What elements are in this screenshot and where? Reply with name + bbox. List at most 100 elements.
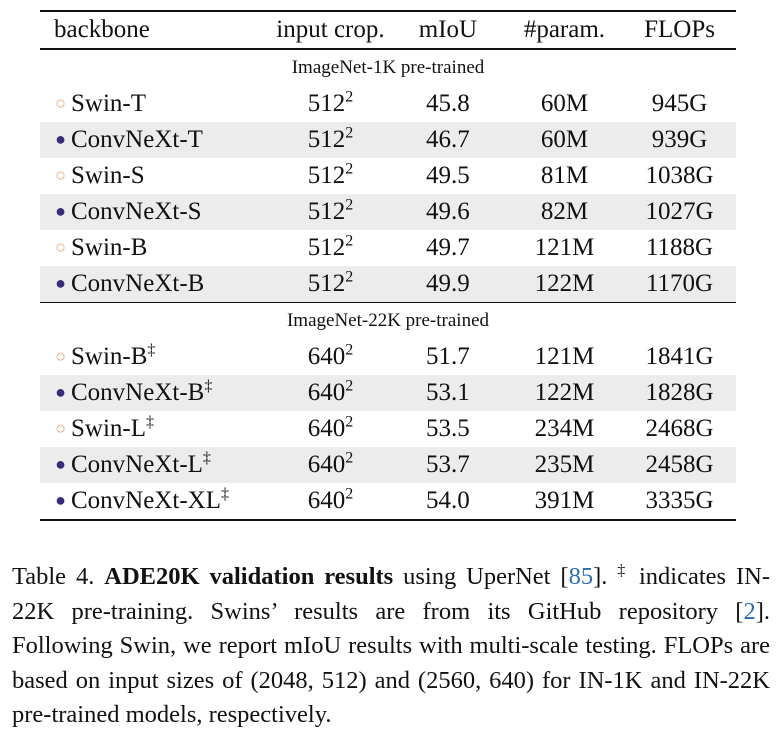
- backbone-cell: ○ Swin-B‡: [40, 339, 271, 375]
- miou-cell: 49.5: [426, 162, 470, 189]
- params-cell: 81M: [540, 162, 589, 189]
- caption-text-2: ].: [593, 563, 618, 590]
- group-label-row: ImageNet-22K pre-trained: [40, 302, 736, 339]
- params-cell: 122M: [505, 266, 624, 303]
- backbone-name: ConvNeXt-XL: [71, 487, 221, 514]
- open-circle-icon: ○: [55, 165, 66, 185]
- crop-value: 512: [307, 198, 346, 225]
- params-cell: 235M: [505, 447, 624, 483]
- flops-cell: 945G: [651, 90, 708, 117]
- params-cell: 391M: [534, 487, 595, 514]
- crop-exponent: 2: [345, 196, 354, 214]
- dagger-mark: ‡: [146, 413, 154, 431]
- dagger-mark: ‡: [220, 485, 229, 503]
- backbone-name: ConvNeXt-T: [71, 126, 203, 153]
- miou-cell: 46.7: [390, 122, 506, 158]
- filled-circle-icon: ●: [55, 490, 66, 510]
- backbone-cell: ● ConvNeXt-B: [40, 266, 271, 303]
- miou-cell: 45.8: [426, 90, 470, 117]
- flops-cell: 3335G: [645, 487, 714, 514]
- backbone-cell: ○ Swin-S: [40, 158, 271, 194]
- backbone-cell: ○ Swin-T: [40, 86, 271, 122]
- flops-cell: 2458G: [623, 447, 736, 483]
- miou-cell: 51.7: [426, 343, 470, 370]
- table-row: ○ Swin-B 5122 49.7 121M 1188G: [40, 230, 736, 266]
- crop-value: 640: [307, 379, 346, 406]
- crop-exponent: 2: [345, 341, 354, 359]
- dagger-mark: ‡: [202, 449, 211, 467]
- miou-cell: 49.9: [390, 266, 506, 303]
- table-body: ImageNet-1K pre-trained ○ Swin-T 5122 45.8 60…: [40, 49, 736, 520]
- crop-exponent: 2: [345, 377, 354, 395]
- flops-cell: 939G: [623, 122, 736, 158]
- table-row: ● ConvNeXt-B‡ 6402 53.1 122M 1828G: [40, 375, 736, 411]
- input-crop-cell: 6402: [271, 411, 390, 447]
- table-row: ● ConvNeXt-L‡ 6402 53.7 235M 2458G: [40, 447, 736, 483]
- input-crop-cell: 6402: [270, 375, 391, 411]
- crop-value: 512: [307, 270, 346, 297]
- params-cell: 60M: [540, 90, 589, 117]
- citation-link-2[interactable]: 2: [743, 597, 756, 625]
- input-crop-cell: 5122: [271, 230, 390, 266]
- crop-value: 512: [307, 126, 346, 153]
- dagger-mark: ‡: [147, 341, 156, 359]
- flops-cell: 1188G: [645, 234, 714, 261]
- table-row: ○ Swin-T 5122 45.8 60M 945G: [40, 86, 736, 122]
- open-circle-icon: ○: [55, 93, 66, 113]
- params-cell: 121M: [534, 234, 595, 261]
- crop-exponent: 2: [345, 268, 354, 286]
- crop-exponent: 2: [345, 124, 354, 142]
- backbone-name: Swin-T: [71, 90, 146, 117]
- flops-cell: 1170G: [623, 266, 736, 303]
- caption-text-1: using UperNet [: [393, 563, 569, 590]
- miou-cell: 53.5: [426, 415, 470, 442]
- input-crop-cell: 6402: [270, 447, 391, 483]
- backbone-name: Swin-B: [71, 343, 148, 370]
- crop-exponent: 2: [345, 160, 354, 178]
- table-row: ● ConvNeXt-XL‡ 6402 54.0 391M 3335G: [40, 483, 736, 520]
- params-cell: 122M: [505, 375, 624, 411]
- citation-link-85[interactable]: 85: [568, 563, 594, 590]
- table-row: ○ Swin-S 5122 49.5 81M 1038G: [40, 158, 736, 194]
- flops-cell: 2468G: [645, 415, 714, 442]
- input-crop-cell: 5122: [271, 158, 390, 194]
- params-cell: 60M: [505, 122, 624, 158]
- open-circle-icon: ○: [55, 237, 66, 257]
- params-cell: 82M: [505, 194, 624, 230]
- input-crop-cell: 5122: [271, 86, 390, 122]
- table-row: ● ConvNeXt-S 5122 49.6 82M 1027G: [40, 194, 736, 230]
- input-crop-cell: 6402: [271, 339, 390, 375]
- caption-title: ADE20K validation results: [104, 563, 394, 590]
- results-table-container: backbone input crop. mIoU #param. FLOPs …: [40, 10, 736, 521]
- input-crop-cell: 5122: [270, 194, 391, 230]
- crop-exponent: 2: [345, 88, 354, 106]
- crop-value: 512: [307, 162, 346, 189]
- backbone-cell: ○ Swin-L‡: [40, 411, 271, 447]
- backbone-name: ConvNeXt-B: [71, 379, 205, 406]
- filled-circle-icon: ●: [55, 129, 66, 149]
- backbone-cell: ● ConvNeXt-B‡: [40, 375, 271, 411]
- group-label: ImageNet-22K pre-trained: [40, 302, 736, 339]
- dagger-mark: ‡: [204, 377, 213, 395]
- backbone-name: Swin-L: [71, 415, 146, 442]
- miou-cell: 49.7: [426, 234, 470, 261]
- results-table: backbone input crop. mIoU #param. FLOPs …: [40, 10, 736, 521]
- input-crop-cell: 6402: [271, 483, 390, 520]
- crop-exponent: 2: [345, 232, 354, 250]
- miou-cell: 54.0: [426, 487, 470, 514]
- crop-exponent: 2: [345, 449, 354, 467]
- input-crop-cell: 5122: [270, 266, 391, 303]
- crop-value: 512: [307, 90, 346, 117]
- flops-cell: 1038G: [645, 162, 714, 189]
- table-row: ○ Swin-B‡ 6402 51.7 121M 1841G: [40, 339, 736, 375]
- header-input-crop: input crop.: [270, 11, 391, 50]
- flops-cell: 1841G: [645, 343, 714, 370]
- backbone-cell: ● ConvNeXt-S: [40, 194, 271, 230]
- params-cell: 234M: [534, 415, 595, 442]
- caption-text-4: ]. Following Swin, we report mIoU result…: [12, 597, 770, 729]
- filled-circle-icon: ●: [55, 454, 66, 474]
- filled-circle-icon: ●: [55, 382, 66, 402]
- crop-value: 640: [307, 415, 346, 442]
- crop-value: 640: [307, 451, 346, 478]
- backbone-name: ConvNeXt-L: [71, 451, 203, 478]
